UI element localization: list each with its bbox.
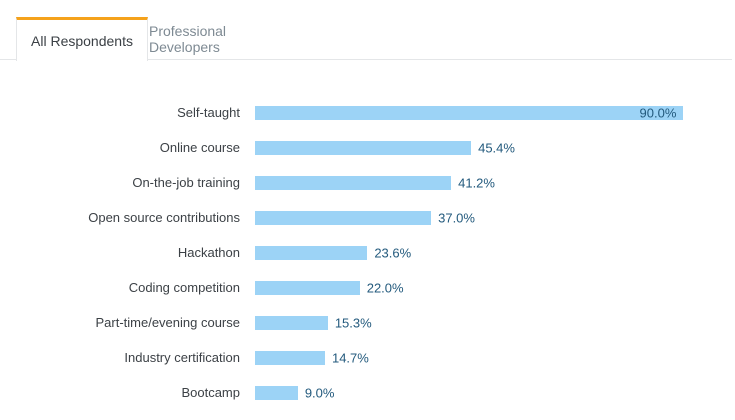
category-label: Self-taught [177, 105, 240, 120]
bar-track: 22.0% [255, 280, 731, 295]
value-label: 90.0% [639, 105, 677, 120]
chart-row: Hackathon 23.6% [0, 235, 735, 270]
tab-professional-developers[interactable]: Professional Developers [149, 18, 296, 59]
bar-track: 45.4% [255, 140, 731, 155]
value-label: 45.4% [478, 140, 515, 155]
bar [255, 175, 452, 190]
bar [255, 385, 298, 400]
bar-track: 23.6% [255, 245, 731, 260]
bar-track: 9.0% [255, 385, 731, 400]
category-label: On-the-job training [132, 175, 240, 190]
chart-row: Coding competition 22.0% [0, 270, 735, 305]
tab-all-respondents-label: All Respondents [31, 32, 133, 49]
bar-track: 41.2% [255, 175, 731, 190]
chart-row: Online course 45.4% [0, 130, 735, 165]
bar [255, 105, 684, 120]
chart-row: Industry certification 14.7% [0, 340, 735, 375]
chart-row: Open source contributions 37.0% [0, 200, 735, 235]
category-label: Online course [159, 140, 240, 155]
tab-professional-developers-label: Professional Developers [149, 22, 227, 55]
category-label: Open source contributions [88, 210, 240, 225]
value-label: 15.3% [334, 315, 372, 330]
bar [255, 210, 432, 225]
bar [255, 350, 325, 365]
bar [255, 280, 360, 295]
value-label: 22.0% [366, 280, 404, 295]
value-label: 23.6% [374, 245, 412, 260]
value-label: 9.0% [304, 385, 335, 400]
bar [255, 140, 472, 155]
tab-all-respondents[interactable]: All Respondents [16, 17, 148, 61]
category-label: Hackathon [177, 245, 240, 260]
chart-row: On-the-job training 41.2% [0, 165, 735, 200]
category-label: Coding competition [128, 280, 240, 295]
value-label: 14.7% [331, 350, 369, 365]
bar [255, 315, 328, 330]
chart-row: Part-time/evening course 15.3% [0, 305, 735, 340]
chart-row: Bootcamp 9.0% [0, 375, 735, 410]
bar-chart: Self-taught 90.0% Online course 45.4% On… [0, 95, 735, 410]
bar-track: 37.0% [255, 210, 731, 225]
tab-strip-underline [0, 59, 732, 60]
category-label: Industry certification [124, 350, 240, 365]
tab-strip: All Respondents Professional Developers [0, 0, 735, 61]
category-label: Part-time/evening course [95, 315, 240, 330]
chart-row: Self-taught 90.0% [0, 95, 735, 130]
category-label: Bootcamp [181, 385, 240, 400]
bar-track: 90.0% [255, 105, 731, 120]
value-label: 37.0% [438, 210, 475, 225]
bar-track: 15.3% [255, 315, 731, 330]
bar [255, 245, 368, 260]
value-label: 41.2% [458, 175, 495, 190]
bar-track: 14.7% [255, 350, 731, 365]
